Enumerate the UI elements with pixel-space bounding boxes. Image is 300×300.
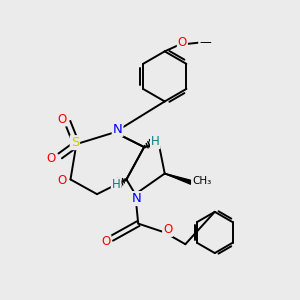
Text: H: H xyxy=(151,135,160,148)
Text: N: N xyxy=(113,123,122,136)
Text: N: N xyxy=(132,192,142,205)
Text: O: O xyxy=(57,112,66,126)
Text: H: H xyxy=(112,178,121,191)
Text: O: O xyxy=(101,236,110,248)
Polygon shape xyxy=(165,174,192,184)
Text: CH₃: CH₃ xyxy=(192,176,211,186)
Text: S: S xyxy=(71,136,79,149)
Text: O: O xyxy=(163,223,172,236)
Text: O: O xyxy=(47,152,56,165)
Text: —: — xyxy=(199,36,211,49)
Text: O: O xyxy=(178,36,187,49)
Text: O: O xyxy=(57,174,66,188)
